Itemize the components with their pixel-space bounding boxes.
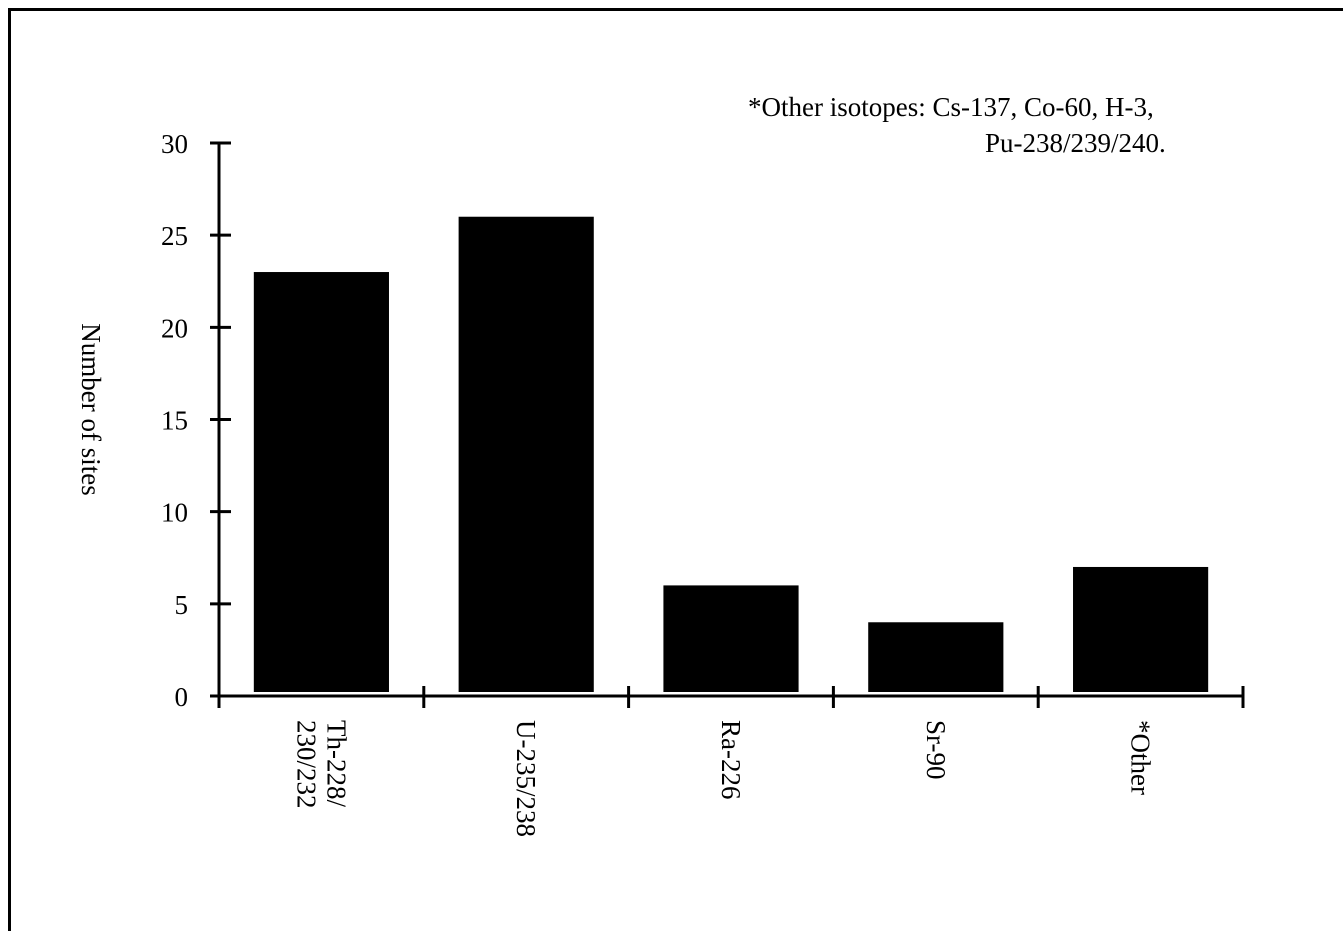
x-tick-label: Ra-226: [716, 720, 746, 799]
bar-5: [1073, 566, 1209, 692]
y-tick-label: 20: [161, 313, 188, 343]
x-tick-label: Th-228/230/232: [291, 720, 351, 809]
chart-frame: [8, 8, 1343, 931]
bar-2: [458, 216, 594, 692]
annotation-line-2: Pu-238/239/240.: [985, 128, 1166, 158]
x-tick-label: *Other: [1126, 720, 1156, 795]
y-tick-label: 5: [175, 590, 189, 620]
bar-1: [253, 272, 389, 692]
y-tick-label: 10: [161, 498, 188, 528]
y-tick-label: 25: [161, 221, 188, 251]
y-tick-label: 30: [161, 129, 188, 159]
y-tick-label: 15: [161, 406, 188, 436]
y-tick-label: 0: [175, 682, 189, 712]
annotation-line-1: *Other isotopes: Cs-137, Co-60, H-3,: [748, 92, 1154, 122]
x-tick-label: Sr-90: [921, 720, 951, 779]
y-axis-label: Number of sites: [76, 323, 106, 495]
x-tick-label: U-235/238: [511, 720, 541, 837]
bar-4: [868, 622, 1004, 692]
bar-3: [663, 585, 799, 692]
